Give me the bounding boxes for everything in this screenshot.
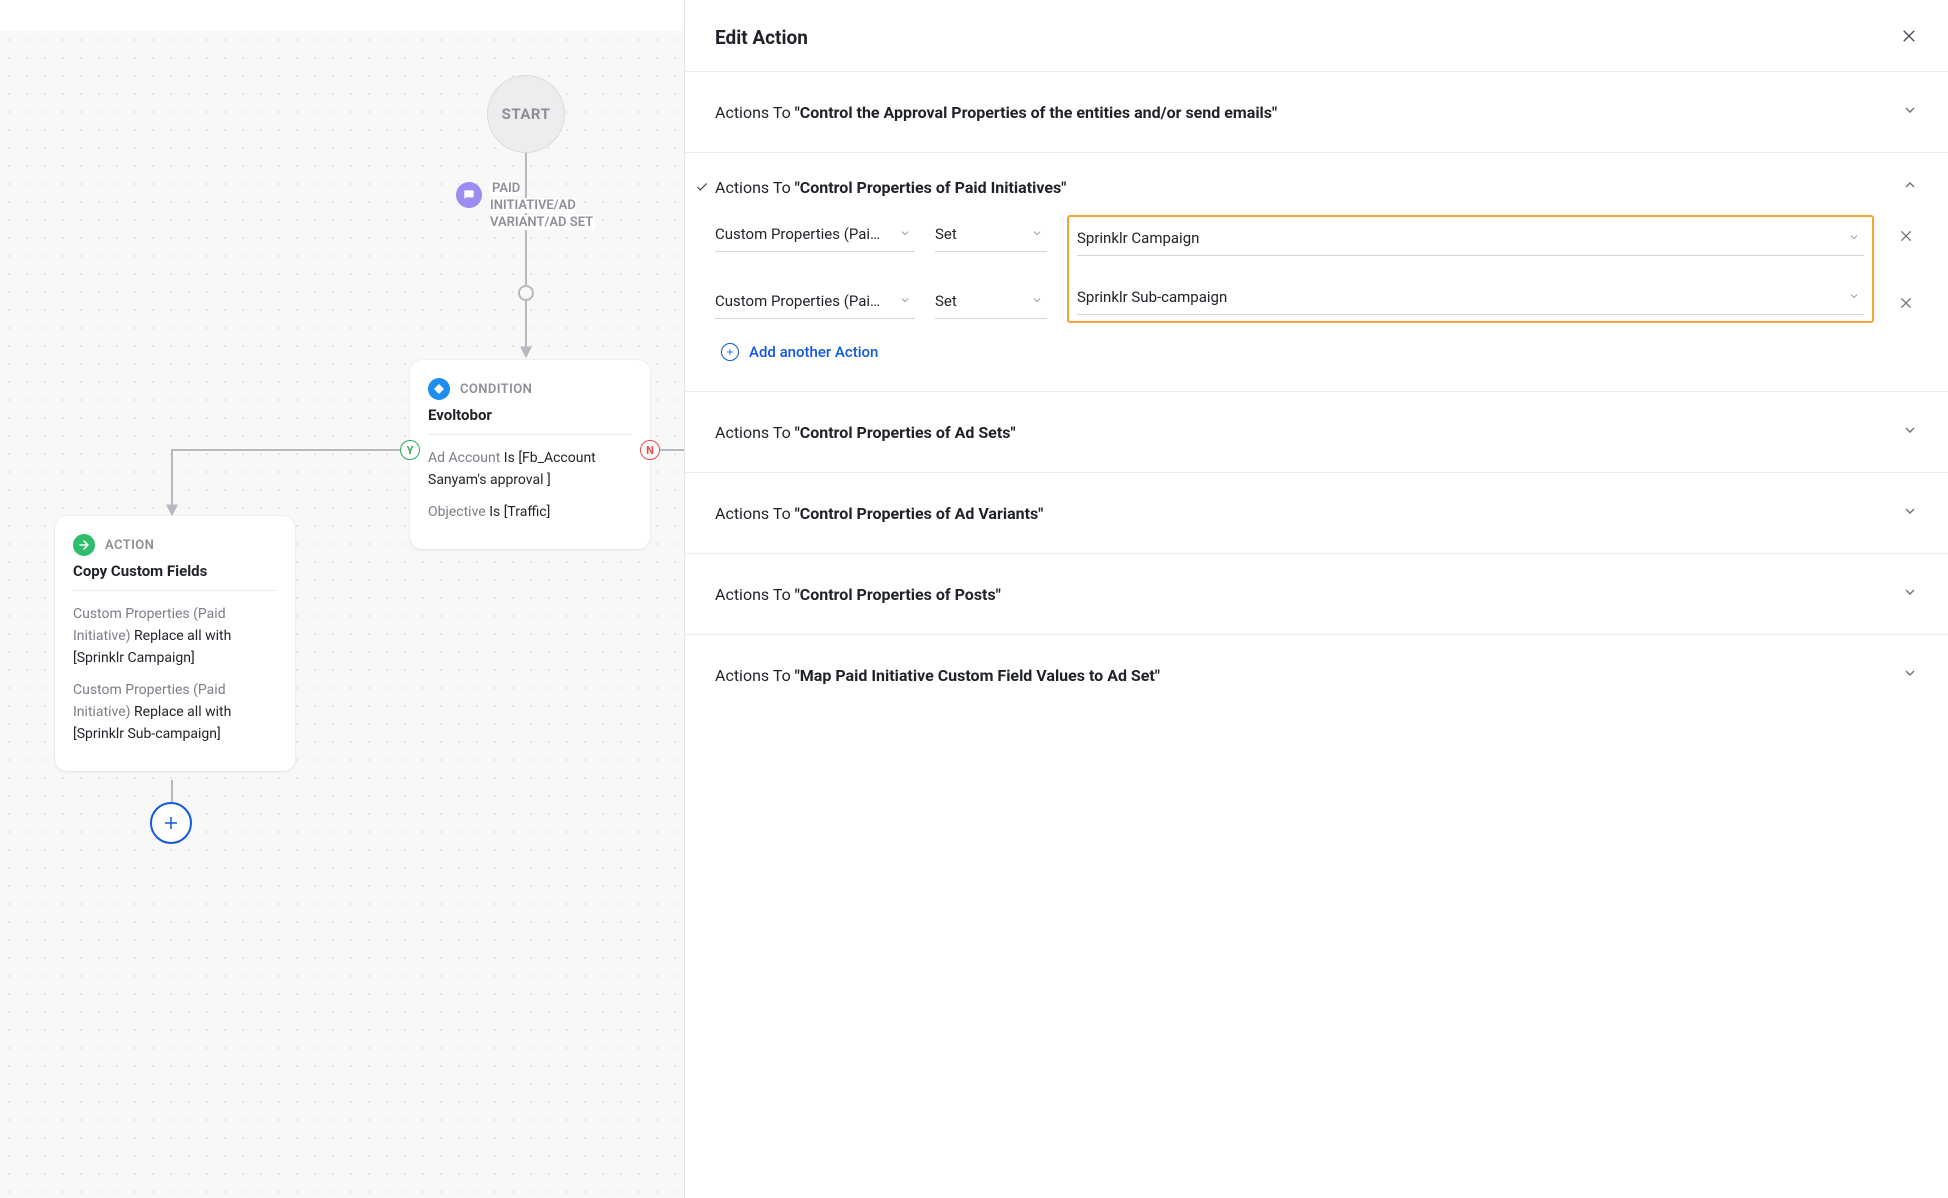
action-item: Custom Properties (Paid Initiative) Repl… (73, 603, 277, 669)
start-node[interactable]: START (487, 75, 565, 153)
add-another-action-button[interactable]: Add another Action (715, 343, 1918, 369)
trigger-chip[interactable]: PAID INITIATIVE/AD VARIANT/AD SET (456, 180, 600, 231)
chevron-up-icon (1902, 177, 1918, 197)
condition-clause: Objective Is [Traffic] (428, 501, 632, 523)
check-icon (693, 180, 711, 194)
action-header: ACTION (73, 534, 277, 556)
chevron-down-icon (1902, 584, 1918, 604)
condition-title: Evoltobor (428, 406, 632, 435)
action-item: Custom Properties (Paid Initiative) Repl… (73, 679, 277, 745)
chevron-down-icon (1031, 292, 1043, 310)
section-advariants-label: Actions To "Control Properties of Ad Var… (715, 504, 1043, 523)
action-row-property-select[interactable]: Custom Properties (Pai… (715, 286, 915, 319)
chevron-down-icon (899, 225, 911, 243)
section-paid-initiatives: Actions To "Control Properties of Paid I… (685, 153, 1948, 392)
action-title: Copy Custom Fields (73, 562, 277, 591)
chevron-down-icon (1902, 503, 1918, 523)
panel-header: Edit Action (685, 0, 1948, 72)
condition-icon (428, 378, 450, 400)
action-row-operator-select[interactable]: Set (935, 286, 1047, 319)
trigger-label: PAID INITIATIVE/AD VARIANT/AD SET (490, 180, 600, 231)
remove-action-row-icon[interactable] (1894, 295, 1918, 311)
panel-body: Actions To "Control the Approval Propert… (685, 72, 1948, 1198)
panel-title: Edit Action (715, 26, 808, 49)
action-row-value-select[interactable]: Sprinklr Sub-campaign (1077, 282, 1864, 315)
start-node-label: START (502, 105, 551, 123)
condition-header: CONDITION (428, 378, 632, 400)
action-body: Custom Properties (Paid Initiative) Repl… (73, 603, 277, 745)
section-map-label: Actions To "Map Paid Initiative Custom F… (715, 666, 1160, 685)
section-adsets: Actions To "Control Properties of Ad Set… (685, 392, 1948, 473)
add-another-action-label: Add another Action (749, 343, 878, 361)
section-approval-label: Actions To "Control the Approval Propert… (715, 103, 1277, 122)
action-row-operator-select[interactable]: Set (935, 219, 1047, 252)
section-approval-header[interactable]: Actions To "Control the Approval Propert… (715, 72, 1918, 152)
plus-icon (721, 343, 739, 361)
action-icon (73, 534, 95, 556)
condition-body: Ad Account Is [Fb_Account Sanyam's appro… (428, 447, 632, 523)
edit-action-panel: Edit Action Actions To "Control the Appr… (684, 0, 1948, 1198)
trigger-icon (456, 182, 482, 208)
action-card[interactable]: ACTION Copy Custom Fields Custom Propert… (55, 516, 295, 771)
section-adsets-header[interactable]: Actions To "Control Properties of Ad Set… (715, 392, 1918, 472)
section-paid-initiatives-content: Custom Properties (Pai… Set Sprinklr Cam… (715, 215, 1918, 391)
chevron-down-icon (1902, 422, 1918, 442)
section-paid-initiatives-header[interactable]: Actions To "Control Properties of Paid I… (715, 153, 1918, 215)
chevron-down-icon (1031, 225, 1043, 243)
workflow-canvas[interactable]: START PAID INITIATIVE/AD VARIANT/AD SET … (0, 0, 684, 1198)
remove-action-row-icon[interactable] (1894, 228, 1918, 244)
close-icon[interactable] (1900, 27, 1918, 49)
action-row-property-select[interactable]: Custom Properties (Pai… (715, 219, 915, 252)
section-advariants-header[interactable]: Actions To "Control Properties of Ad Var… (715, 473, 1918, 553)
section-posts-header[interactable]: Actions To "Control Properties of Posts" (715, 554, 1918, 634)
condition-yes-badge: Y (400, 440, 420, 460)
chevron-down-icon (1848, 229, 1860, 247)
section-approval: Actions To "Control the Approval Propert… (685, 72, 1948, 153)
junction-dot (518, 285, 534, 301)
chevron-down-icon (1902, 102, 1918, 122)
condition-card[interactable]: CONDITION Evoltobor Ad Account Is [Fb_Ac… (410, 360, 650, 549)
chevron-down-icon (1902, 665, 1918, 685)
section-map: Actions To "Map Paid Initiative Custom F… (685, 635, 1948, 715)
section-posts: Actions To "Control Properties of Posts" (685, 554, 1948, 635)
action-type-label: ACTION (105, 538, 154, 553)
section-posts-label: Actions To "Control Properties of Posts" (715, 585, 1001, 604)
canvas-top-mask (0, 0, 684, 31)
add-node-button[interactable] (150, 802, 192, 844)
chevron-down-icon (1848, 288, 1860, 306)
section-advariants: Actions To "Control Properties of Ad Var… (685, 473, 1948, 554)
value-highlight-box: Sprinklr Campaign Sprinklr Sub-campaign (1067, 215, 1874, 323)
condition-type-label: CONDITION (460, 382, 532, 397)
action-row-value-select[interactable]: Sprinklr Campaign (1077, 223, 1864, 256)
condition-clause: Ad Account Is [Fb_Account Sanyam's appro… (428, 447, 632, 491)
section-map-header[interactable]: Actions To "Map Paid Initiative Custom F… (715, 635, 1918, 715)
section-paid-initiatives-label: Actions To "Control Properties of Paid I… (715, 178, 1066, 197)
section-adsets-label: Actions To "Control Properties of Ad Set… (715, 423, 1016, 442)
chevron-down-icon (899, 292, 911, 310)
condition-no-badge: N (640, 440, 660, 460)
